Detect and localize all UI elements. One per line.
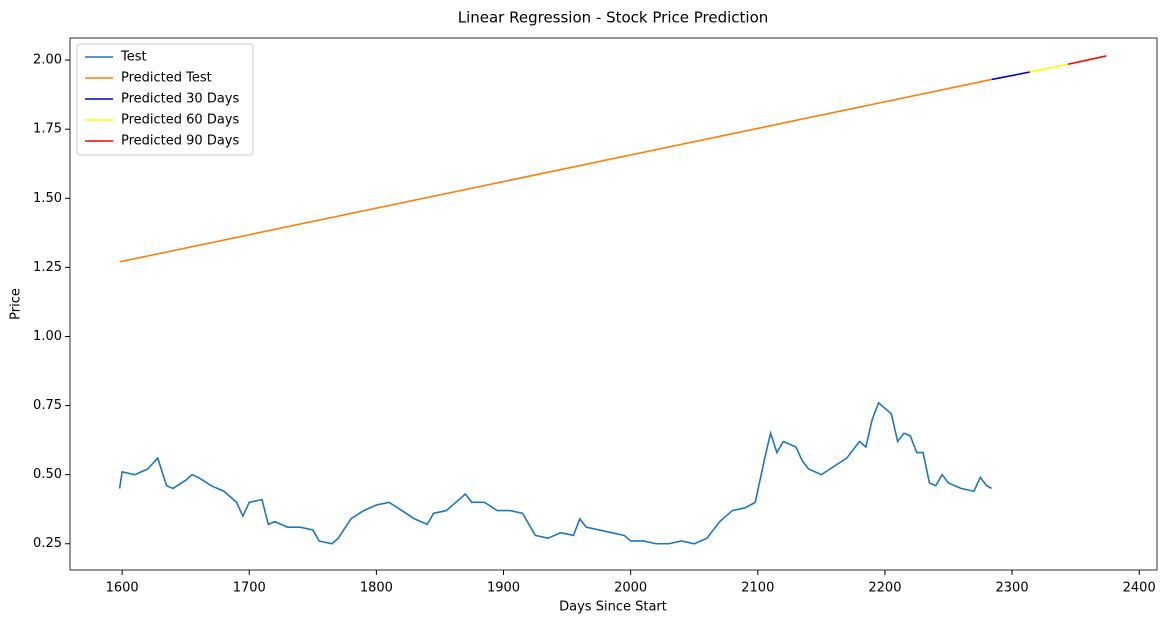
y-tick-label: 0.25 (33, 536, 62, 551)
y-tick-label: 1.00 (33, 329, 62, 344)
legend-box (76, 43, 254, 156)
x-tick-label: 1600 (106, 581, 139, 596)
plot-frame (69, 37, 1158, 571)
x-tick-label: 2100 (741, 581, 774, 596)
legend-label: Predicted 30 Days (121, 92, 240, 107)
series-line (1029, 63, 1069, 73)
series-line (991, 71, 1031, 81)
y-tick-label: 0.75 (33, 398, 62, 413)
legend-label: Predicted 90 Days (121, 134, 240, 149)
legend-label: Predicted 60 Days (121, 113, 240, 128)
y-tick-label: 1.75 (33, 122, 62, 137)
series-line (1067, 55, 1107, 66)
legend-label: Test (120, 50, 147, 65)
y-axis-label: Price (9, 288, 24, 320)
x-tick-label: 2300 (996, 581, 1029, 596)
x-tick-label: 2400 (1123, 581, 1156, 596)
legend-label: Predicted Test (121, 71, 212, 86)
chart-title: Linear Regression - Stock Price Predicti… (458, 9, 769, 27)
y-tick-label: 0.50 (33, 467, 62, 482)
x-tick-label: 1900 (487, 581, 520, 596)
x-tick-label: 1800 (360, 581, 393, 596)
x-axis-label: Days Since Start (559, 600, 667, 615)
x-tick-label: 2200 (868, 581, 901, 596)
x-tick-label: 1700 (233, 581, 266, 596)
series-line (118, 401, 993, 545)
x-tick-label: 2000 (614, 581, 647, 596)
y-tick-label: 2.00 (33, 53, 62, 68)
y-tick-label: 1.50 (33, 191, 62, 206)
y-tick-label: 1.25 (33, 260, 62, 275)
series-line (119, 78, 992, 263)
